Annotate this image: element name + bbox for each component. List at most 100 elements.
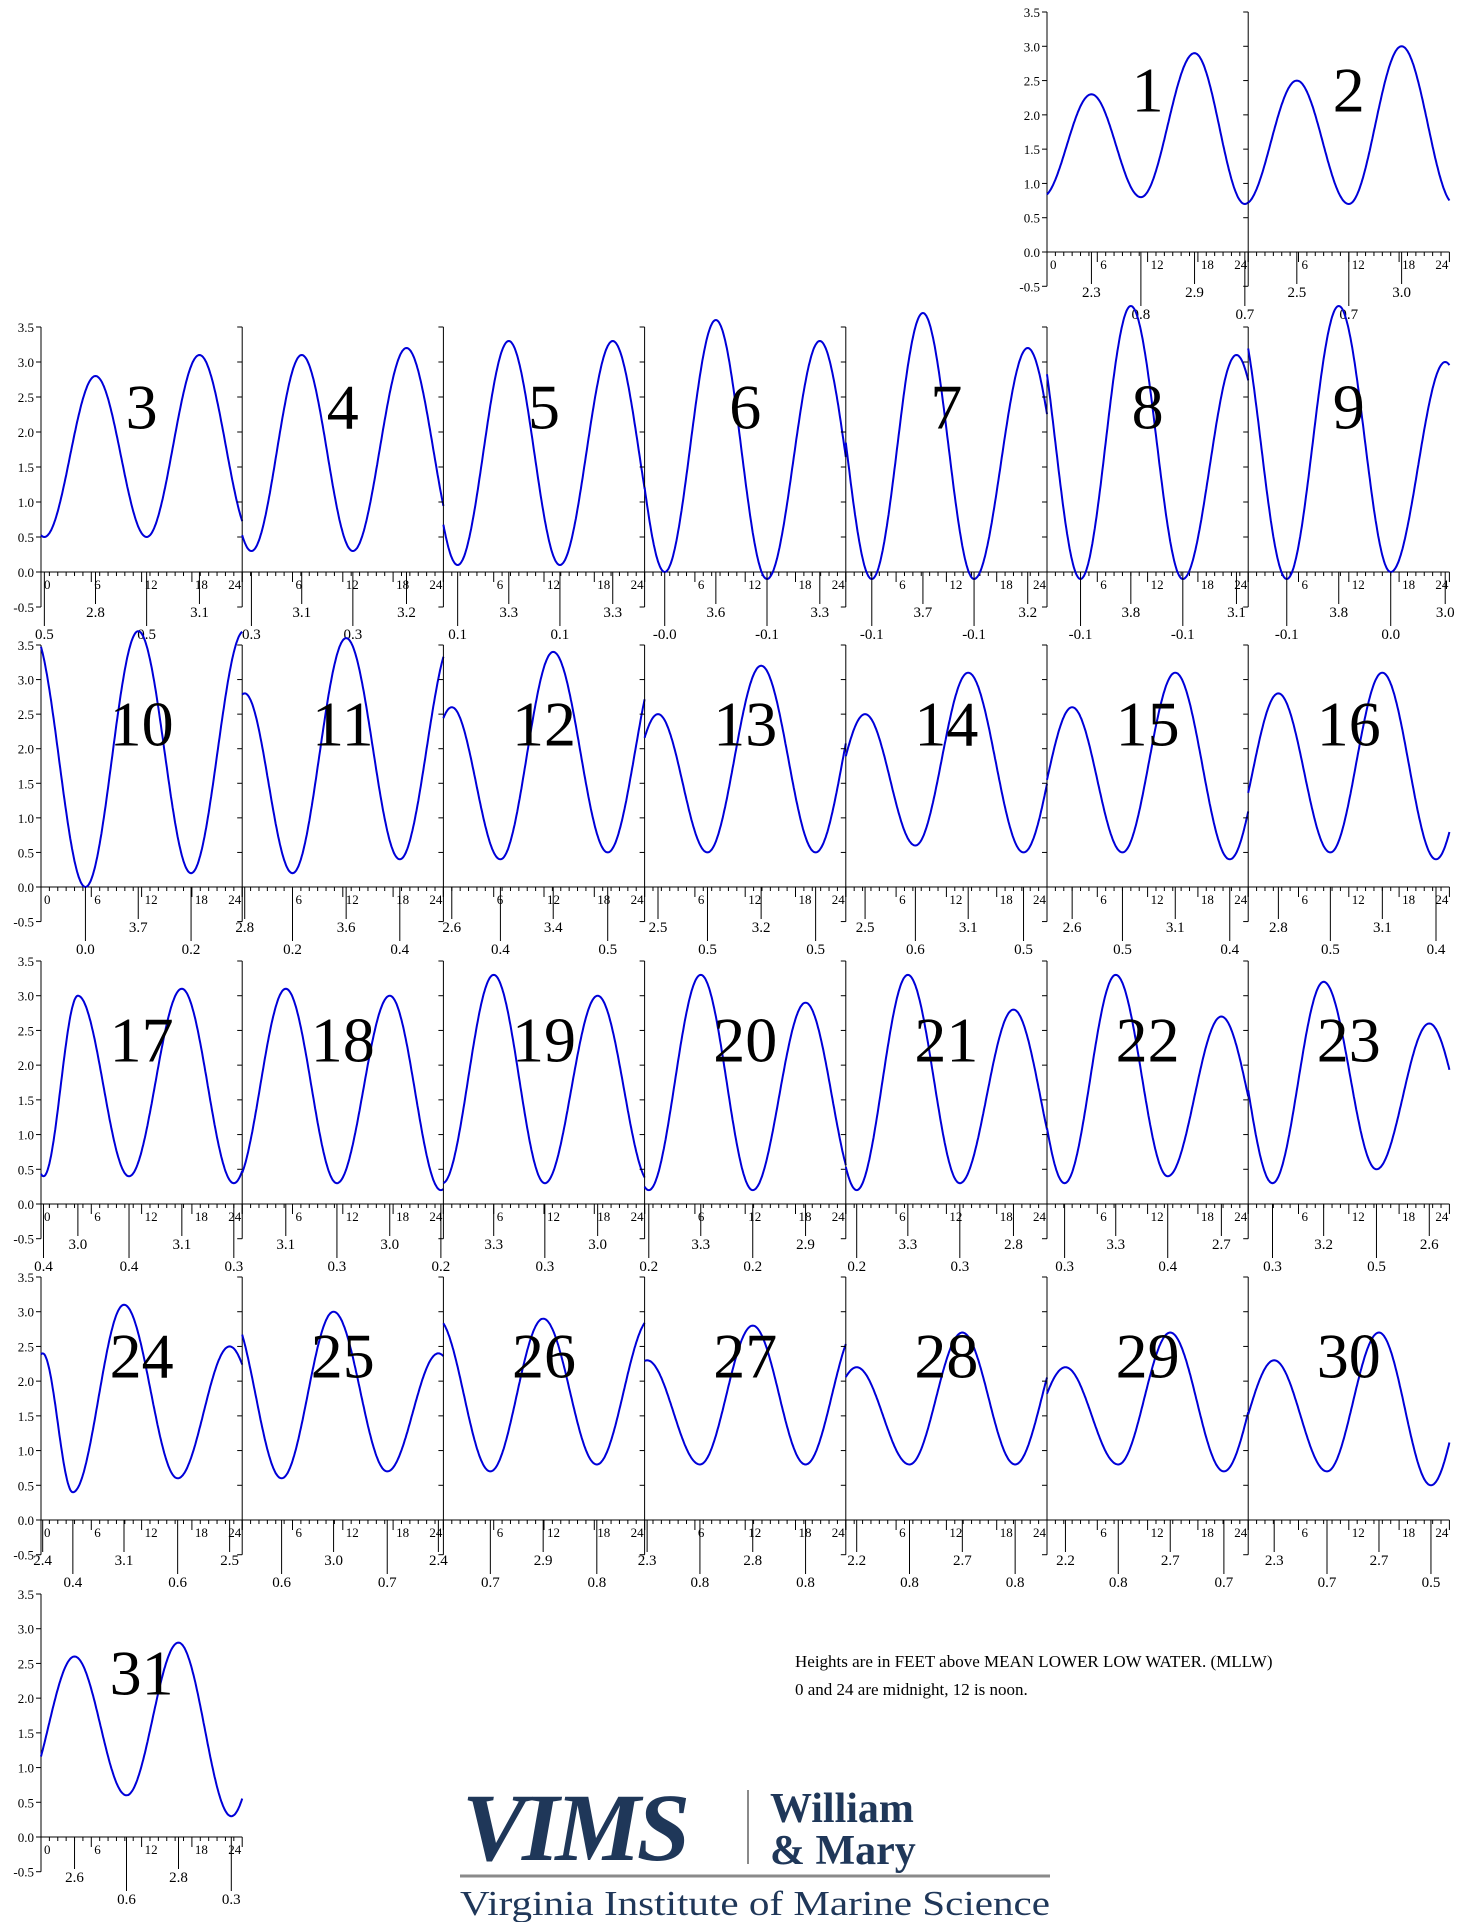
x-tick-label: 18 — [1201, 1209, 1214, 1224]
x-tick-label: 24 — [1033, 892, 1047, 907]
high-tide-label: 2.7 — [953, 1553, 972, 1569]
y-tick-label: 0.5 — [18, 1478, 34, 1493]
high-tide-label: 3.3 — [1106, 1237, 1125, 1253]
x-tick-label: 12 — [748, 577, 761, 592]
mary-text: & Mary — [770, 1828, 916, 1874]
low-tide-label: 0.4 — [1427, 942, 1446, 958]
x-tick-label: 18 — [1402, 1209, 1415, 1224]
x-tick-label: 24 — [631, 1209, 645, 1224]
day-number: 31 — [110, 1638, 174, 1709]
low-tide-label: 0.4 — [390, 942, 409, 958]
y-tick-label: 0.0 — [1024, 245, 1040, 260]
x-tick-label: 12 — [547, 577, 560, 592]
x-tick-label: 18 — [195, 577, 208, 592]
low-tide-label: 0.8 — [796, 1575, 815, 1591]
x-tick-label: 12 — [748, 892, 761, 907]
low-tide-label: 0.4 — [63, 1575, 82, 1591]
high-tide-label: 3.1 — [1166, 920, 1185, 936]
high-tide-label: 2.8 — [743, 1553, 762, 1569]
high-tide-label: 3.1 — [959, 920, 978, 936]
x-tick-label: 12 — [748, 1525, 761, 1540]
x-tick-label: 24 — [1033, 577, 1047, 592]
x-tick-label: 12 — [145, 577, 158, 592]
x-tick-label: 24 — [1033, 1525, 1047, 1540]
high-tide-label: 2.9 — [796, 1237, 815, 1253]
low-tide-label: 0.6 — [168, 1575, 187, 1591]
x-tick-label: 24 — [832, 1525, 846, 1540]
high-tide-label: 3.7 — [914, 605, 933, 621]
x-tick-label: 24 — [1435, 1525, 1449, 1540]
high-tide-label: 2.3 — [1265, 1553, 1284, 1569]
low-tide-label: 0.7 — [1235, 307, 1254, 323]
high-tide-label: 3.1 — [1373, 920, 1392, 936]
y-tick-label: 2.5 — [18, 1339, 34, 1354]
low-tide-label: 0.4 — [491, 942, 510, 958]
high-tide-label: 2.2 — [1056, 1553, 1075, 1569]
institute-text: Virginia Institute of Marine Science — [460, 1884, 1050, 1922]
tide-curve — [1247, 980, 1451, 1185]
low-tide-label: 0.1 — [448, 627, 467, 643]
high-tide-label: 2.8 — [235, 920, 254, 936]
x-tick-label: 18 — [195, 892, 208, 907]
x-tick-label: 12 — [748, 1209, 761, 1224]
y-tick-label: 0.0 — [18, 1197, 34, 1212]
x-tick-label: 6 — [698, 1209, 705, 1224]
low-tide-label: 0.5 — [1422, 1575, 1441, 1591]
tide-curve — [40, 1303, 244, 1494]
x-tick-label: 24 — [631, 577, 645, 592]
high-tide-label: 2.7 — [1161, 1553, 1180, 1569]
tide-curve — [1046, 1331, 1250, 1473]
x-tick-label: 24 — [1234, 1209, 1248, 1224]
low-tide-label: 0.8 — [587, 1575, 606, 1591]
low-tide-label: 0.2 — [283, 942, 302, 958]
x-tick-label: 12 — [1151, 1209, 1164, 1224]
tide-curve — [1247, 45, 1451, 206]
chart-notes: Heights are in FEET above MEAN LOWER LOW… — [795, 1648, 1272, 1704]
high-tide-label: 3.0 — [1436, 605, 1455, 621]
x-tick-label: 6 — [1100, 257, 1107, 272]
high-tide-label: 3.1 — [276, 1237, 295, 1253]
low-tide-label: 0.5 — [806, 942, 825, 958]
high-tide-label: 2.2 — [847, 1553, 866, 1569]
low-tide-label: 0.5 — [1321, 942, 1340, 958]
y-tick-label: -0.5 — [13, 915, 34, 930]
day-number: 24 — [110, 1321, 174, 1392]
low-tide-label: 0.5 — [1014, 942, 1033, 958]
x-tick-label: 6 — [899, 577, 906, 592]
x-tick-label: 12 — [1352, 257, 1365, 272]
x-tick-label: 6 — [899, 1525, 906, 1540]
x-tick-label: 24 — [1435, 1209, 1449, 1224]
y-tick-label: 3.5 — [1024, 5, 1040, 20]
low-tide-label: -0.1 — [1069, 627, 1093, 643]
y-tick-label: 3.5 — [18, 1587, 34, 1602]
y-tick-label: 3.0 — [18, 673, 34, 688]
x-tick-label: 6 — [296, 1525, 303, 1540]
high-tide-label: 3.8 — [1121, 605, 1140, 621]
high-tide-label: 3.8 — [1329, 605, 1348, 621]
high-tide-label: 2.6 — [442, 920, 461, 936]
y-tick-label: 3.5 — [18, 638, 34, 653]
y-tick-label: -0.5 — [13, 1548, 34, 1563]
low-tide-label: 0.3 — [343, 627, 362, 643]
tide-curve — [844, 973, 1048, 1192]
low-tide-label: 0.3 — [1263, 1259, 1282, 1275]
low-tide-label: 0.4 — [1158, 1259, 1177, 1275]
x-tick-label: 6 — [698, 577, 705, 592]
low-tide-label: 0.7 — [481, 1575, 500, 1591]
low-tide-label: 0.8 — [900, 1575, 919, 1591]
y-tick-label: 2.5 — [18, 1023, 34, 1038]
day-number: 18 — [311, 1005, 375, 1076]
x-tick-label: 24 — [832, 577, 846, 592]
low-tide-label: -0.1 — [962, 627, 986, 643]
high-tide-label: 2.8 — [169, 1870, 188, 1886]
high-tide-label: 3.3 — [499, 605, 518, 621]
low-tide-label: 0.2 — [639, 1259, 658, 1275]
tide-curve — [844, 671, 1048, 854]
x-tick-label: 18 — [799, 1525, 812, 1540]
day-number: 6 — [729, 372, 761, 443]
y-tick-label: 1.0 — [18, 495, 34, 510]
x-tick-label: 6 — [296, 577, 303, 592]
low-tide-label: 0.8 — [1006, 1575, 1025, 1591]
low-tide-label: -0.1 — [1171, 627, 1195, 643]
x-tick-label: 12 — [145, 1209, 158, 1224]
